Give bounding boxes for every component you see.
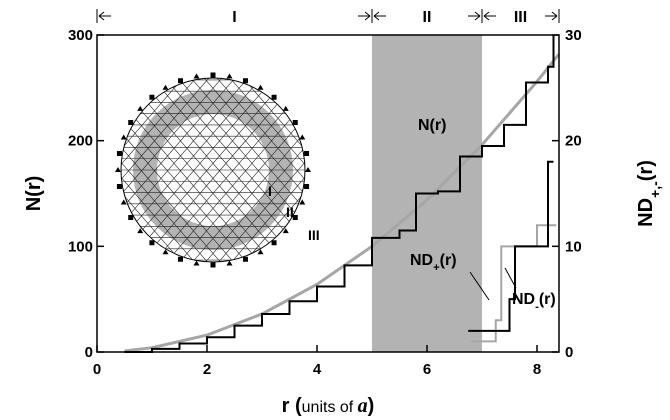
region-label: III — [514, 9, 527, 26]
y-axis-label: N(r) — [23, 176, 45, 212]
annotation: ND-(r) — [512, 291, 556, 313]
inset-label: III — [308, 227, 320, 243]
y2-axis-label-part: +,- — [647, 181, 663, 198]
y2-axis-label-part: (r) — [635, 160, 657, 181]
x-tick-label: 0 — [93, 361, 101, 378]
x-axis-label-part: a — [358, 395, 368, 417]
x-axis-label-part: r ( — [282, 395, 302, 417]
annotation-part: + — [433, 262, 440, 274]
annotation-part: - — [535, 301, 539, 313]
series-line — [468, 160, 554, 332]
annotation-part: ND — [512, 291, 535, 308]
y2-axis-label-part: ND — [635, 198, 657, 227]
y2-tick-label: 0 — [565, 344, 573, 361]
x-tick-label: 2 — [203, 361, 211, 378]
inset-mesh — [121, 78, 305, 262]
inset-label: I — [268, 183, 272, 199]
region-label: I — [232, 9, 236, 26]
inset — [121, 78, 305, 262]
region-arrow — [481, 9, 560, 23]
inset-label: II — [286, 204, 294, 220]
series-line — [124, 35, 555, 353]
leader-line — [504, 267, 517, 289]
y2-tick-label: 20 — [565, 133, 582, 150]
x-tick-label: 6 — [423, 361, 431, 378]
annotation: N(r) — [418, 117, 446, 134]
plot-frame — [96, 34, 560, 353]
annotation-part: (r) — [440, 252, 457, 269]
y2-tick-label: 10 — [565, 238, 582, 255]
y-tick-label: 200 — [68, 133, 93, 150]
annotation-part: ND — [410, 252, 433, 269]
y-axis-label-part: N(r) — [23, 176, 45, 212]
region-label: II — [423, 9, 432, 26]
y-tick-label: 300 — [68, 27, 93, 44]
x-tick-label: 8 — [533, 361, 541, 378]
annotation-part: (r) — [539, 291, 556, 308]
y-tick-label: 0 — [85, 344, 93, 361]
x-axis-label-part: units of — [302, 399, 358, 416]
leader-line — [469, 271, 490, 301]
y-tick-label: 100 — [68, 238, 93, 255]
x-tick-label: 4 — [313, 361, 322, 378]
y2-tick-label: 30 — [565, 27, 582, 44]
x-axis-label: r (units of a) — [282, 395, 375, 417]
series-line — [471, 224, 557, 343]
y2-axis-label: ND+,-(r) — [635, 160, 663, 227]
inset-border — [120, 77, 306, 263]
x-axis-label-part: ) — [368, 395, 375, 417]
annotation-part: N(r) — [418, 117, 446, 134]
annotation: ND+(r) — [410, 252, 457, 274]
